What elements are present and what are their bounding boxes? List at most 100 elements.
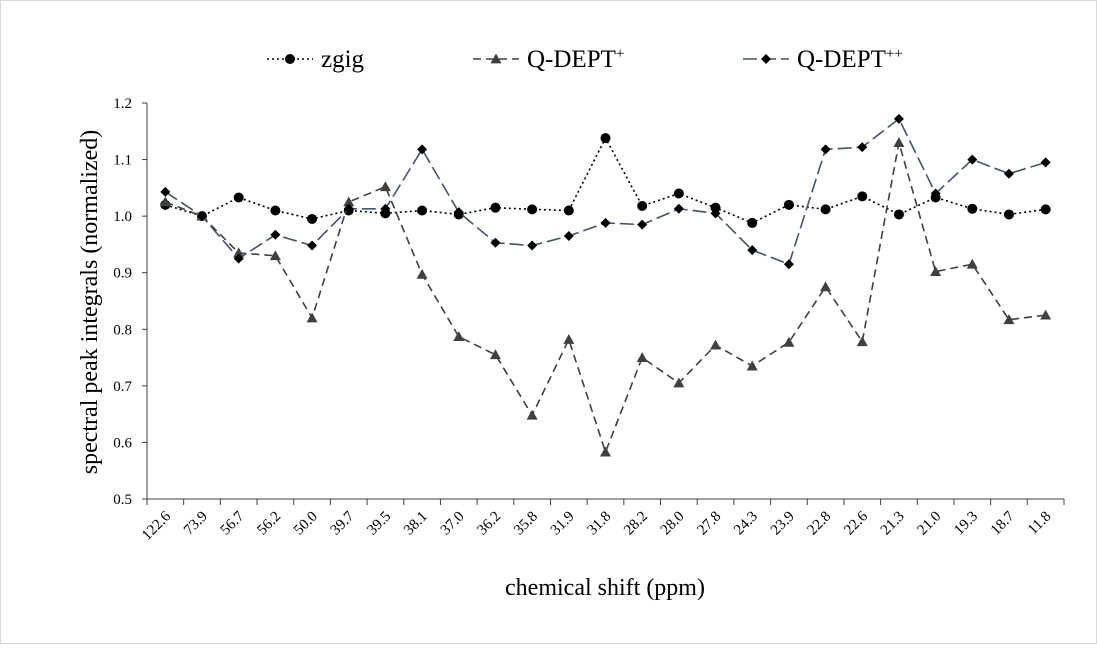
y-tick-label: 1.0 [113, 209, 132, 225]
data-point [453, 331, 465, 342]
legend-marker [285, 54, 295, 64]
data-point [893, 209, 904, 220]
y-tick-label: 0.9 [113, 266, 132, 282]
legend-label: Q-DEPT++ [797, 46, 903, 73]
y-tick-label: 0.6 [113, 435, 132, 451]
x-tick-label: 28.0 [658, 509, 688, 539]
data-point [233, 253, 244, 264]
data-point [783, 259, 794, 270]
x-tick-label: 36.2 [474, 509, 504, 539]
data-point [820, 281, 832, 292]
y-tick-label: 0.5 [113, 492, 132, 508]
y-axis-ticks: 0.5 0.6 0.7 0.8 0.9 1.0 1.1 1.2 [113, 96, 147, 508]
data-point [1003, 314, 1015, 325]
x-axis-title: chemical shift (ppm) [505, 575, 705, 601]
data-point [783, 199, 794, 210]
y-tick-label: 1.1 [113, 153, 132, 169]
y-axis-title: spectral peak integrals (normalized) [77, 130, 103, 475]
data-point [600, 133, 611, 144]
data-point [416, 268, 428, 279]
x-tick-label: 73.9 [181, 509, 211, 539]
legend-item: Q-DEPT++ [743, 46, 903, 73]
legend-label: zgig [321, 46, 365, 73]
data-point [489, 349, 501, 360]
x-tick-label: 39.5 [364, 509, 394, 539]
data-point [343, 203, 354, 214]
data-point [1040, 309, 1052, 320]
data-point [747, 217, 758, 228]
series-line [165, 136, 1046, 224]
x-tick-label: 56.2 [254, 509, 284, 539]
data-point [417, 205, 428, 216]
data-point [747, 245, 758, 256]
data-point [820, 204, 831, 215]
x-tick-label: 28.2 [621, 509, 651, 539]
x-tick-label: 27.8 [694, 509, 724, 539]
data-point [856, 336, 868, 347]
data-point [417, 144, 428, 155]
data-point [857, 142, 868, 153]
data-point [160, 186, 171, 197]
data-point [930, 266, 942, 276]
x-tick-label: 31.9 [548, 509, 578, 539]
x-tick-label: 37.0 [438, 509, 468, 539]
series-circle [160, 133, 1051, 228]
x-tick-label: 31.8 [584, 509, 614, 539]
series-triangle [159, 137, 1052, 457]
data-point [930, 188, 941, 199]
data-point [563, 205, 574, 216]
data-point [159, 196, 171, 207]
data-point [527, 204, 538, 215]
series-diamond [160, 113, 1051, 270]
data-point [343, 196, 355, 207]
x-tick-label: 22.6 [841, 508, 871, 538]
data-point [710, 339, 722, 350]
y-tick-label: 0.8 [113, 322, 132, 338]
data-point [820, 144, 831, 155]
data-point [527, 240, 538, 251]
x-tick-label: 19.3 [951, 509, 981, 539]
axes [146, 103, 1064, 500]
y-tick-label: 1.2 [113, 96, 132, 112]
x-tick-label: 38.1 [401, 509, 431, 539]
x-tick-label: 50.0 [291, 509, 321, 539]
x-tick-label: 21.3 [878, 509, 908, 539]
data-point [966, 258, 978, 269]
x-tick-label: 122.6 [139, 508, 175, 544]
data-point [637, 219, 648, 230]
x-tick-label: 18.7 [988, 508, 1018, 538]
data-point [783, 336, 795, 347]
legend-marker [761, 54, 771, 64]
data-point [673, 188, 684, 199]
x-tick-label: 22.8 [805, 509, 835, 539]
legend-item: zgig [267, 46, 365, 73]
data-point [673, 377, 685, 388]
data-point [636, 352, 648, 362]
data-point [893, 137, 905, 147]
x-tick-label: 23.9 [768, 509, 798, 539]
data-point [746, 360, 758, 371]
x-tick-label: 35.8 [511, 509, 541, 539]
y-tick-label: 0.7 [113, 379, 132, 395]
data-point [269, 250, 281, 261]
legend-marker [490, 53, 502, 64]
data-point [673, 203, 684, 214]
data-point [893, 113, 904, 124]
x-tick-label: 24.3 [731, 509, 761, 539]
legend: zgig Q-DEPT+ Q-DEPT++ [267, 46, 903, 73]
legend-label: Q-DEPT+ [527, 46, 624, 73]
x-tick-label: 11.8 [1025, 509, 1054, 538]
data-point [270, 229, 281, 240]
data-point [600, 217, 611, 228]
legend-item: Q-DEPT+ [473, 46, 624, 73]
data-point [526, 409, 538, 420]
series-line [165, 142, 1046, 455]
data-point [637, 200, 648, 211]
data-point [197, 211, 208, 222]
data-point [967, 154, 978, 165]
data-point [307, 213, 318, 224]
data-point [710, 208, 721, 219]
data-point [1003, 168, 1014, 179]
